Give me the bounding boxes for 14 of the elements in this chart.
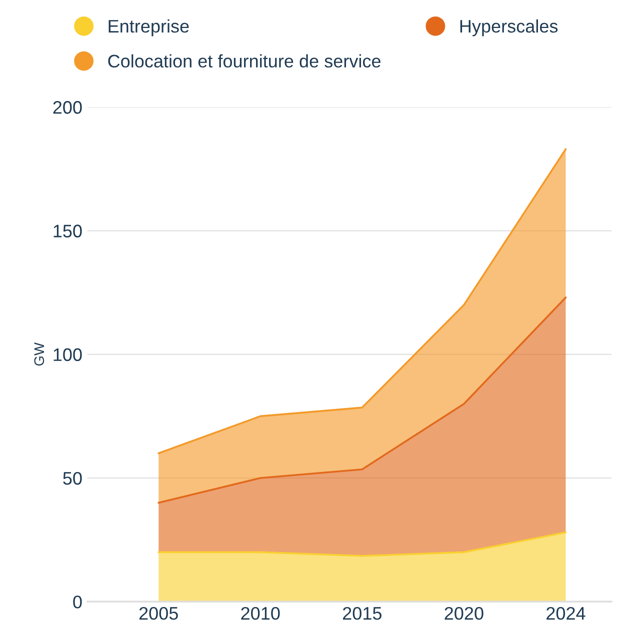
x-tick-label: 2010 — [241, 606, 280, 620]
x-tick-label: 2024 — [546, 606, 586, 620]
y-tick-label: 50 — [63, 472, 82, 485]
legend-label: Hyperscales — [460, 19, 558, 36]
legend-label: Colocation et fourniture de service — [108, 54, 380, 68]
y-axis-title: GW — [34, 342, 44, 366]
y-tick-label: 150 — [54, 224, 82, 238]
legend-label: Entreprise — [108, 19, 189, 36]
x-tick-label: 2005 — [139, 606, 178, 620]
x-tick-label: 2020 — [444, 606, 484, 620]
y-tick-label: 0 — [73, 596, 82, 608]
x-tick-label: 2015 — [342, 606, 382, 620]
y-tick-label: 200 — [53, 101, 82, 114]
y-tick-label: 100 — [54, 348, 82, 362]
